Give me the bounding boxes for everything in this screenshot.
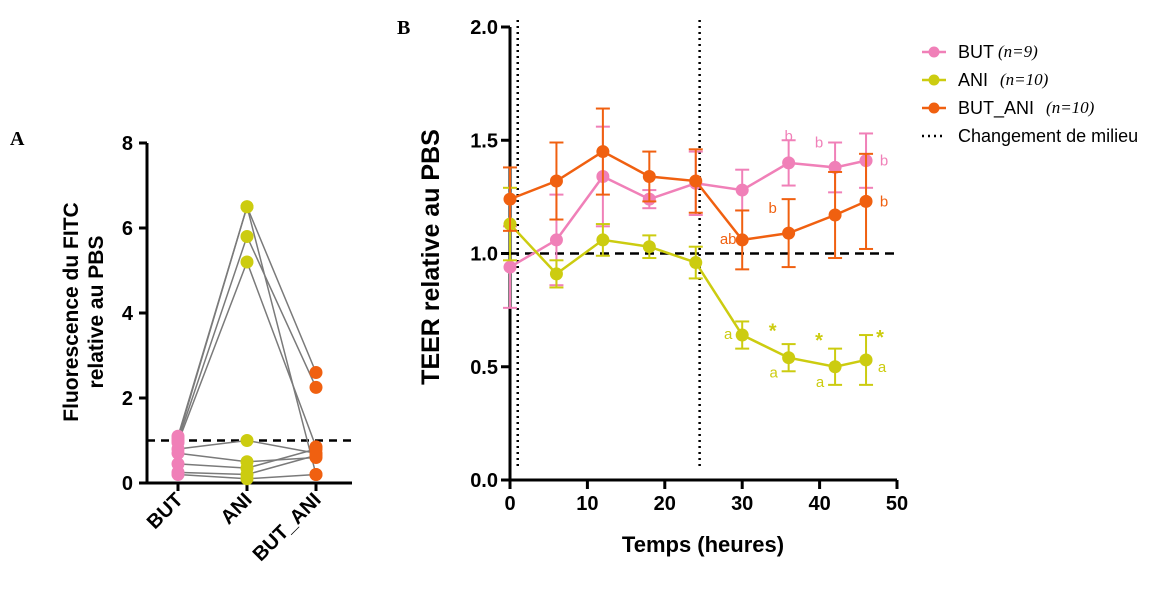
panel-a: A Fluorescence du FITC relative au PBS 0…: [10, 128, 352, 566]
b-point-but-ani: [549, 174, 563, 188]
panel-b-xlabel: Temps (heures): [622, 532, 784, 557]
b-point-ani: [859, 353, 873, 367]
b-ytick-label: 2.0: [470, 17, 498, 39]
a-point-ani: [240, 230, 254, 243]
a-point-ani: [240, 434, 254, 447]
b-xtick-label: 50: [886, 493, 908, 515]
b-xtick-label: 0: [504, 493, 515, 515]
b-point-ani: [689, 256, 703, 270]
b-significance-star: *: [815, 330, 823, 352]
a-ytick-label: 2: [122, 388, 133, 410]
b-point-but-ani: [782, 226, 796, 240]
legend-n-label: (n=9): [998, 42, 1038, 61]
a-point-ani: [240, 200, 254, 214]
b-significance-letter: a: [878, 359, 887, 376]
legend-swatch-marker: [928, 46, 940, 58]
b-significance-star: *: [876, 327, 884, 349]
b-xtick-label: 30: [731, 493, 753, 515]
b-point-ani: [735, 328, 749, 342]
b-point-ani: [782, 351, 796, 365]
panel-a-ylabel-line1: Fluorescence du FITC: [60, 202, 83, 421]
legend-item-but-ani: BUT_ANI (n=10): [922, 98, 1095, 119]
b-point-but-ani: [596, 145, 610, 159]
b-point-ani: [596, 233, 610, 247]
legend-item-but: BUT (n=9): [922, 42, 1038, 62]
legend-n-label: (n=10): [1046, 98, 1095, 117]
panel-b-ylabel: TEER relative au PBS: [417, 129, 445, 385]
b-point-but-ani: [689, 174, 703, 188]
b-point-but-ani: [503, 192, 517, 206]
a-xtick-label-ani: ANI: [217, 489, 257, 529]
b-significance-letter: a: [816, 374, 825, 391]
b-point-but: [782, 156, 796, 170]
b-point-but-ani: [859, 194, 873, 208]
b-series-line: [509, 223, 867, 369]
b-ytick-label: 0.5: [470, 357, 498, 379]
a-ytick-label: 8: [122, 133, 133, 155]
b-significance-letter: a: [724, 326, 733, 343]
b-series-ani: a a a a * * *: [503, 186, 887, 391]
b-point-but: [503, 260, 517, 274]
b-significance-letter: ab: [720, 231, 737, 248]
legend-label: BUT: [958, 42, 994, 62]
a-point-but-ani: [309, 380, 323, 394]
a-point-ani: [240, 255, 254, 269]
a-xtick-label-but: BUT: [143, 489, 188, 534]
b-point-but: [828, 160, 842, 174]
b-point-but-ani: [642, 169, 656, 183]
b-point-but: [735, 183, 749, 197]
a-point-but: [171, 446, 185, 460]
a-pair-line: [177, 259, 317, 448]
a-point-but-ani: [309, 448, 323, 462]
b-significance-letter: b: [880, 193, 888, 210]
panel-a-letter: A: [10, 128, 25, 150]
legend-swatch-marker: [928, 102, 940, 114]
b-significance-letter: b: [768, 200, 776, 217]
panel-b: B TEER relative au PBS Temps (heures) 0.…: [397, 17, 1138, 557]
b-ytick-label: 1.0: [470, 244, 498, 266]
a-ytick-label: 4: [122, 303, 134, 325]
legend-item-ani: ANI (n=10): [922, 70, 1049, 90]
a-ytick-label: 6: [122, 218, 133, 240]
a-xtick-label-but-ani: BUT_ANI: [249, 489, 326, 566]
legend-label: BUT_ANI: [958, 98, 1034, 119]
b-series-but-ani: ab b b: [503, 107, 888, 271]
b-point-but-ani: [735, 233, 749, 247]
b-ytick-label: 1.5: [470, 130, 498, 152]
a-point-but-ani: [309, 468, 323, 481]
a-point-but-ani: [309, 366, 323, 379]
b-significance-letter: b: [815, 134, 823, 151]
legend-label: ANI: [958, 70, 988, 90]
a-point-ani: [240, 472, 254, 486]
b-point-ani: [642, 240, 656, 254]
b-xtick-label: 10: [576, 493, 598, 515]
b-significance-letter: a: [769, 365, 778, 382]
b-point-ani: [828, 360, 842, 374]
b-significance-letter: b: [880, 153, 888, 170]
legend-n-label: (n=10): [1000, 70, 1049, 89]
a-ytick-label: 0: [122, 473, 133, 495]
b-significance-letter: b: [784, 128, 792, 145]
b-xtick-label: 40: [808, 493, 830, 515]
b-point-ani: [549, 267, 563, 281]
legend-item-medium-change: Changement de milieu: [922, 126, 1138, 146]
panel-b-letter: B: [397, 17, 410, 39]
panel-a-ylabel-line2: relative au PBS: [85, 236, 108, 389]
b-significance-star: *: [769, 321, 777, 343]
b-point-but-ani: [828, 208, 842, 222]
b-xtick-label: 20: [654, 493, 676, 515]
b-ytick-label: 0.0: [470, 470, 498, 492]
b-point-but: [549, 233, 563, 247]
legend-swatch-marker: [928, 74, 940, 86]
a-point-but: [171, 468, 185, 481]
legend-label: Changement de milieu: [958, 126, 1138, 146]
